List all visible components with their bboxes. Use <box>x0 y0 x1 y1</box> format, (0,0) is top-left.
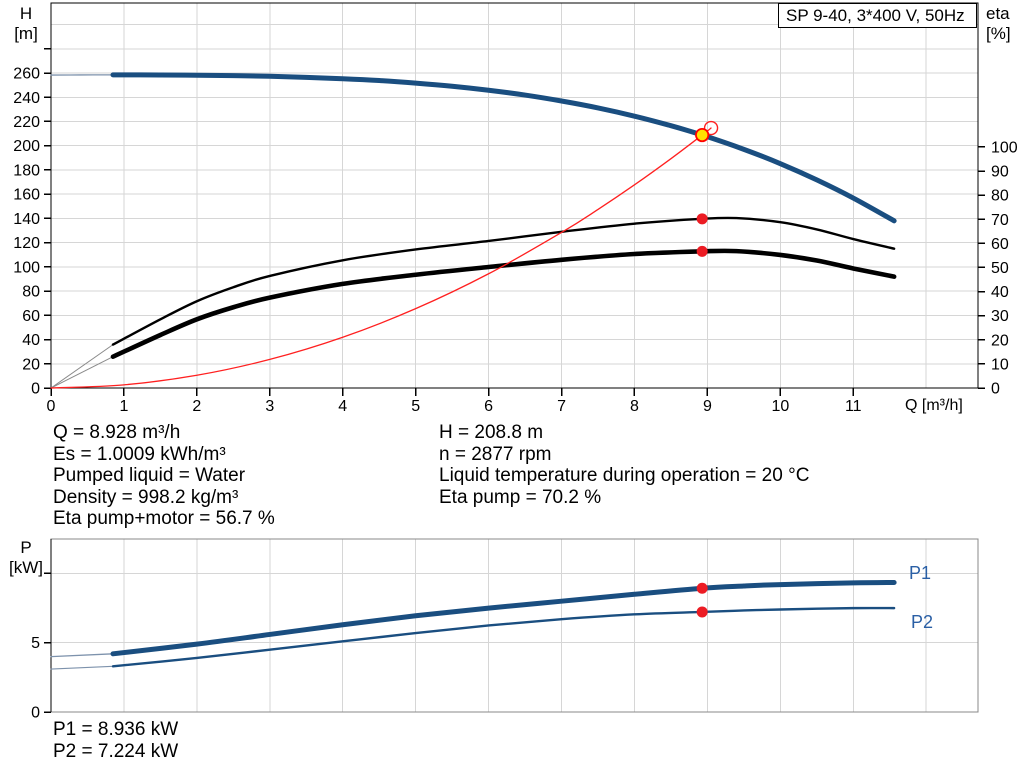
tick-label: 0 <box>31 381 40 398</box>
info-line-density: Density = 998.2 kg/m³ <box>53 486 239 508</box>
h-axis-unit-line1: H <box>19 4 33 23</box>
tick-label: 10 <box>991 356 1009 373</box>
tick-label: 80 <box>991 188 1009 205</box>
tick-label: 180 <box>13 162 40 179</box>
h-axis-unit-line2: [m] <box>14 24 38 43</box>
tick-label: 6 <box>484 398 493 415</box>
tick-layer <box>44 48 985 396</box>
eta-pump-marker <box>696 213 708 225</box>
tick-label: 5 <box>31 635 40 652</box>
tick-label: 2 <box>192 398 201 415</box>
info-line-h: H = 208.8 m <box>439 422 544 443</box>
tick-label: 0 <box>991 381 1000 398</box>
tick-label: 40 <box>991 284 1009 301</box>
curve-eta-pump <box>50 216 896 389</box>
p-axis-unit-line2: [kW] <box>9 558 43 577</box>
h-axis-unit: H [m] <box>6 4 46 44</box>
tick-label: 0 <box>47 398 56 415</box>
tick-label: 20 <box>22 356 40 373</box>
tick-label: 50 <box>991 260 1009 277</box>
tick-label: 100 <box>991 139 1018 156</box>
info-line-liquid: Pumped liquid = Water <box>53 465 246 486</box>
pump-model-badge: SP 9-40, 3*400 V, 50Hz <box>778 3 977 28</box>
tick-label: 240 <box>13 90 40 107</box>
grid-layer <box>51 539 978 712</box>
tick-label: 10 <box>771 398 789 415</box>
tick-label: 60 <box>991 236 1009 253</box>
curve-p1 <box>50 579 897 658</box>
tick-label: 220 <box>13 114 40 131</box>
p2-series-label: P2 <box>911 612 934 632</box>
duty-point-marker[interactable] <box>695 127 710 143</box>
info-line-eta-pump-motor: Eta pump+motor = 56.7 % <box>53 508 275 529</box>
curve-p2 <box>50 606 896 670</box>
curve-eta-pump-lead-in <box>50 344 114 389</box>
tick-label: 90 <box>991 164 1009 181</box>
tick-label: 11 <box>845 398 862 415</box>
info-line-eta-pump: Eta pump = 70.2 % <box>439 486 602 508</box>
hq-eta-chart: 0204060801001201401601802002202402600102… <box>13 2 1018 415</box>
curve-p2-lead-in <box>50 665 114 670</box>
p1-series-label: P1 <box>909 563 932 583</box>
curve-duty-parabola-main <box>50 127 712 389</box>
tick-label: 9 <box>703 398 712 415</box>
q-axis-unit: Q [m³/h] <box>905 397 963 414</box>
plot-frame <box>50 538 979 713</box>
eta-axis-unit-line1: eta <box>986 4 1010 23</box>
tick-label: 40 <box>22 332 40 349</box>
power-chart: 05 <box>31 538 979 722</box>
p1-marker <box>696 582 708 594</box>
tick-label: 4 <box>338 398 347 415</box>
p-axis-unit-line1: P <box>20 538 32 557</box>
info-line-p2: P2 = 7.224 kW <box>53 740 179 762</box>
p-axis-unit: P [kW] <box>4 538 48 578</box>
curve-eta-pump-motor-lead-in <box>50 356 114 389</box>
tick-label: 30 <box>991 308 1009 325</box>
tick-label: 0 <box>31 705 40 722</box>
tick-label: 70 <box>991 212 1009 229</box>
eta-pump-motor-marker <box>696 245 708 257</box>
curve-p1-lead-in <box>50 653 114 658</box>
curve-eta-pump-main <box>111 216 896 346</box>
tick-label: 260 <box>13 66 40 83</box>
plot-frame <box>50 2 979 389</box>
duty-parabola-end-ring <box>703 120 719 136</box>
eta-axis-unit-line2: [%] <box>986 24 1011 43</box>
tick-label: 120 <box>13 235 40 252</box>
curve-p1-main <box>110 579 897 657</box>
p2-marker <box>696 606 708 618</box>
curve-duty-parabola <box>50 127 712 389</box>
tick-label: 80 <box>22 284 40 301</box>
tick-label: 3 <box>265 398 274 415</box>
info-line-q: Q = 8.928 m³/h <box>53 422 181 443</box>
tick-layer <box>44 572 51 713</box>
grid-layer <box>51 3 978 388</box>
tick-label: 8 <box>630 398 639 415</box>
power-info: P1 = 8.936 kW P2 = 7.224 kW <box>53 719 178 762</box>
curve-eta-pump-motor <box>50 248 897 389</box>
tick-label: 60 <box>22 308 40 325</box>
curve-h-pump-curve-main <box>110 72 897 224</box>
tick-label: 1 <box>119 398 128 415</box>
tick-label: 5 <box>411 398 420 415</box>
tick-label: 20 <box>991 332 1009 349</box>
tick-label: 200 <box>13 138 40 155</box>
curve-h-pump-curve <box>50 72 897 224</box>
duty-info-left: Q = 8.928 m³/h Es = 1.0009 kWh/m³ Pumped… <box>53 422 275 530</box>
tick-label: 7 <box>557 398 566 415</box>
duty-info-right: H = 208.8 m n = 2877 rpm Liquid temperat… <box>439 422 809 508</box>
tick-label: 140 <box>13 211 40 228</box>
tick-label: 100 <box>13 259 40 276</box>
info-line-p1: P1 = 8.936 kW <box>53 719 179 740</box>
info-line-es: Es = 1.0009 kWh/m³ <box>53 443 226 465</box>
info-line-n: n = 2877 rpm <box>439 443 552 465</box>
curve-eta-pump-motor-main <box>110 248 897 359</box>
eta-axis-unit: eta [%] <box>986 4 1024 44</box>
tick-label: 160 <box>13 187 40 204</box>
info-line-temperature: Liquid temperature during operation = 20… <box>439 465 810 486</box>
curve-p2-main <box>111 606 896 668</box>
